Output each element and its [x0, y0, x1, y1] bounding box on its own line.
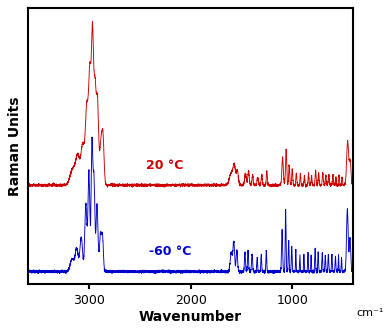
Text: cm⁻¹: cm⁻¹: [356, 308, 384, 318]
Text: 20 °C: 20 °C: [147, 159, 184, 172]
Y-axis label: Raman Units: Raman Units: [8, 97, 22, 196]
Text: -60 °C: -60 °C: [149, 245, 191, 258]
X-axis label: Wavenumber: Wavenumber: [139, 310, 242, 324]
